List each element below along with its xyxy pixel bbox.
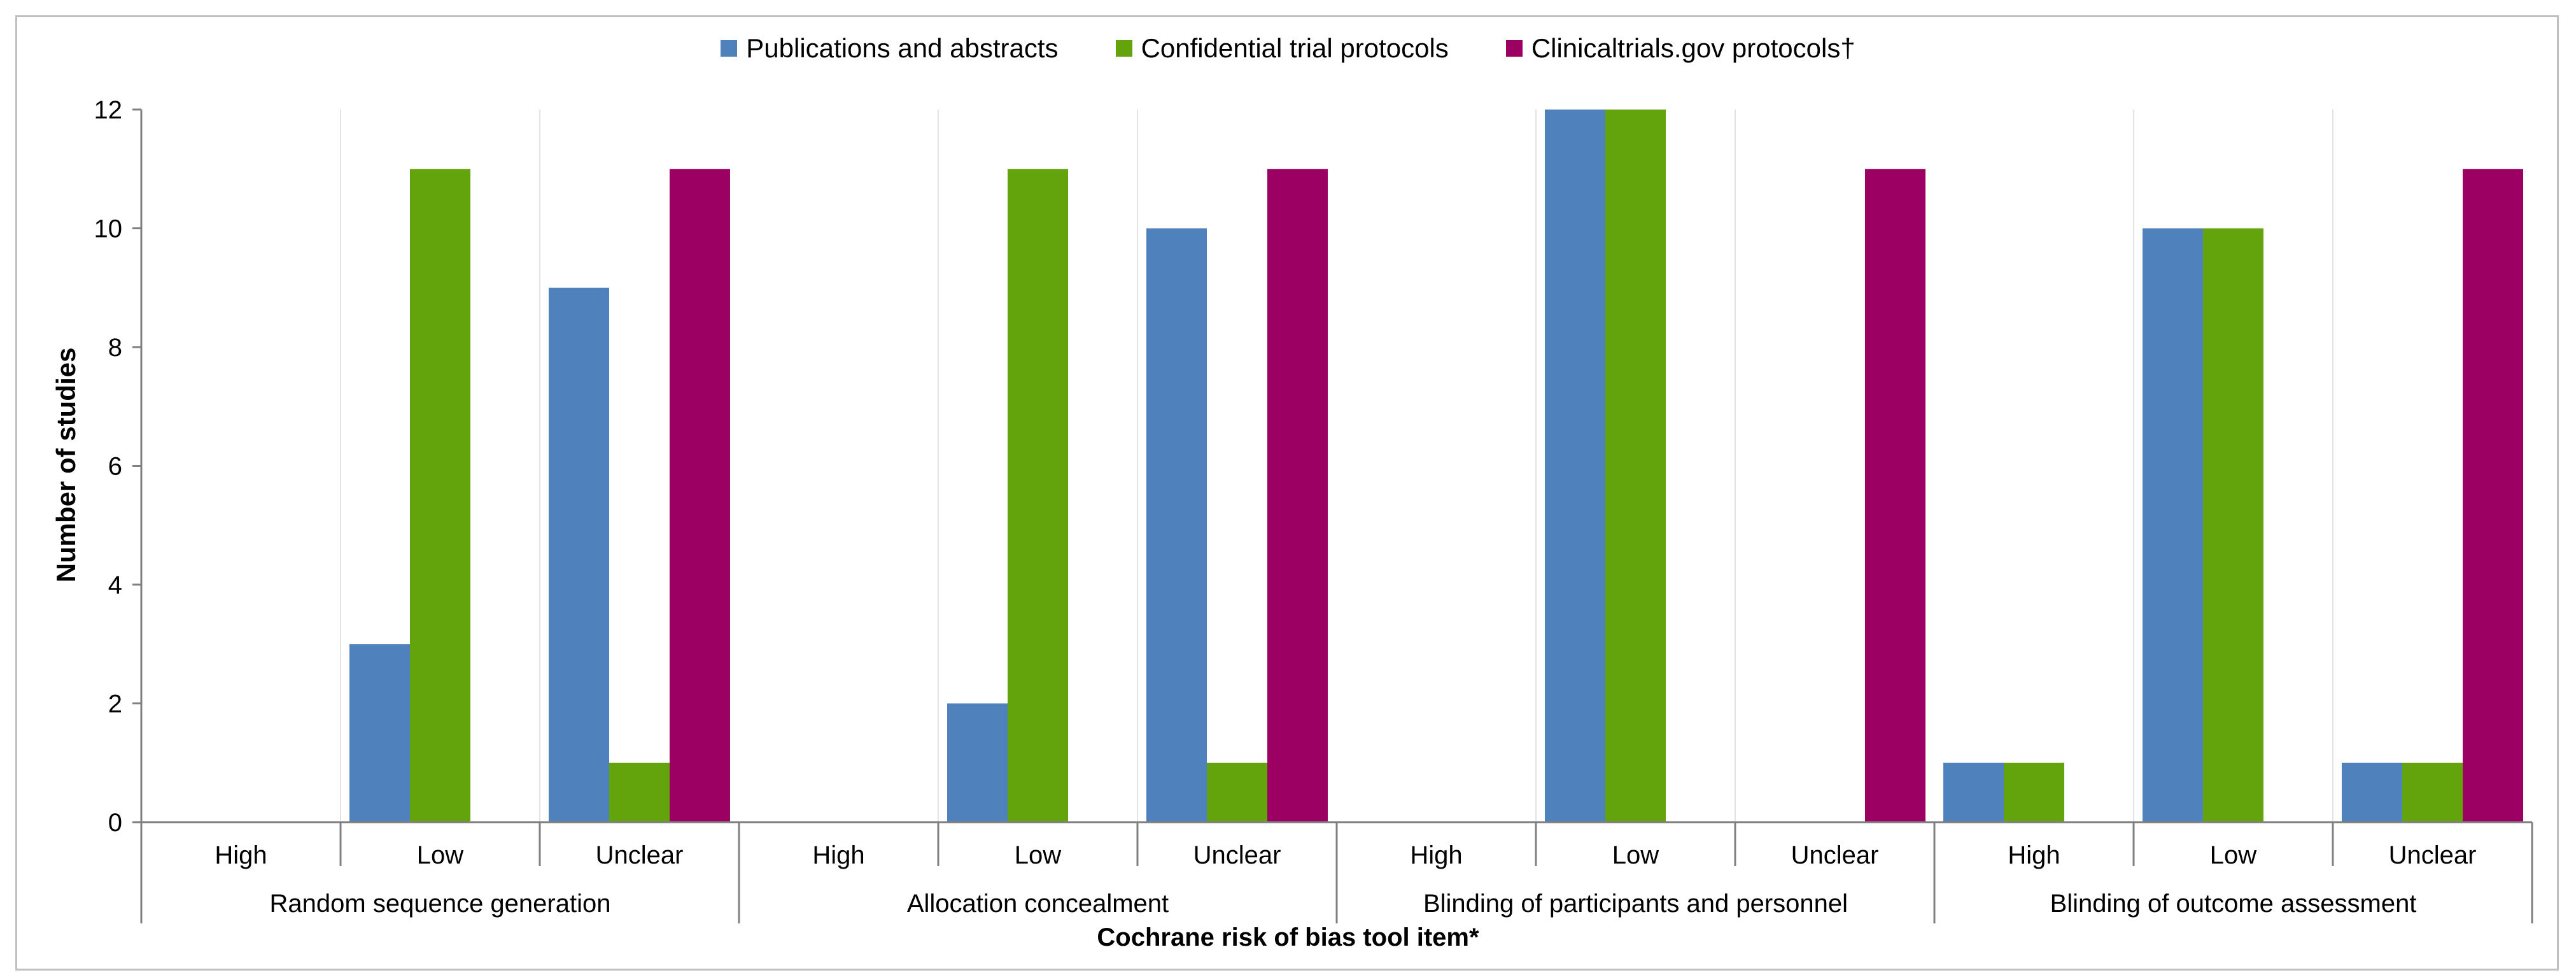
bar <box>1146 228 1207 822</box>
legend-label-publications: Publications and abstracts <box>746 33 1059 63</box>
category-label: Unclear <box>596 841 684 869</box>
legend-label-clinicaltrials: Clinicaltrials.gov protocols† <box>1531 33 1855 63</box>
bar <box>2004 762 2064 822</box>
bar <box>1207 762 1267 822</box>
category-label: Low <box>417 841 463 869</box>
bar <box>609 762 670 822</box>
category-label: Unclear <box>1791 841 1879 869</box>
group-label: Blinding of participants and personnel <box>1423 890 1848 918</box>
legend-item-confidential: Confidential trial protocols <box>1115 33 1449 64</box>
bar <box>1865 169 1925 822</box>
category-label: Unclear <box>1193 841 1281 869</box>
bar <box>947 703 1008 822</box>
bar <box>2143 228 2203 822</box>
legend-swatch-confidential <box>1115 40 1132 57</box>
bar <box>670 169 730 822</box>
bar <box>410 169 470 822</box>
bar <box>549 287 609 822</box>
legend-item-clinicaltrials: Clinicaltrials.gov protocols† <box>1505 33 1855 64</box>
category-label: High <box>1410 841 1462 869</box>
bar <box>2342 762 2402 822</box>
bar <box>1605 110 1666 822</box>
y-tick-label: 8 <box>108 334 122 362</box>
legend-swatch-publications <box>721 40 738 57</box>
legend-swatch-clinicaltrials <box>1505 40 1523 57</box>
group-label: Random sequence generation <box>270 890 611 918</box>
x-axis-title: Cochrane risk of bias tool item* <box>1097 923 1479 951</box>
bar <box>1267 169 1328 822</box>
category-label: High <box>215 841 267 869</box>
category-label: Low <box>1015 841 1061 869</box>
group-label: Blinding of outcome assessment <box>2050 890 2417 918</box>
legend-item-publications: Publications and abstracts <box>721 33 1059 64</box>
y-tick-label: 0 <box>108 809 122 837</box>
bar <box>2402 762 2463 822</box>
legend: Publications and abstracts Confidential … <box>0 33 2576 64</box>
category-label: High <box>812 841 864 869</box>
bar <box>1008 169 1068 822</box>
category-label: Low <box>2210 841 2256 869</box>
group-label: Allocation concealment <box>907 890 1169 918</box>
chart-frame <box>15 15 2559 971</box>
bar <box>2463 169 2523 822</box>
y-tick-label: 12 <box>94 96 123 124</box>
y-tick-label: 2 <box>108 690 122 718</box>
category-label: High <box>2008 841 2060 869</box>
y-tick-label: 10 <box>94 215 123 243</box>
category-label: Unclear <box>2389 841 2477 869</box>
legend-label-confidential: Confidential trial protocols <box>1141 33 1449 63</box>
bar <box>2203 228 2263 822</box>
bar <box>1943 762 2004 822</box>
y-tick-label: 6 <box>108 453 122 481</box>
bar <box>349 644 410 822</box>
category-label: Low <box>1612 841 1659 869</box>
bar <box>1545 110 1605 822</box>
y-tick-label: 4 <box>108 571 122 599</box>
